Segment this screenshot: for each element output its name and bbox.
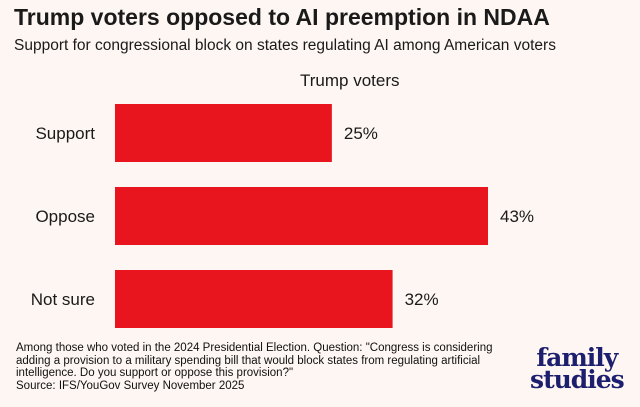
category-label: Not sure (31, 290, 95, 309)
category-label: Support (35, 124, 95, 143)
chart-title: Trump voters opposed to AI preemption in… (14, 4, 550, 30)
value-label: 32% (405, 290, 439, 309)
logo-line: family (536, 343, 618, 372)
family-studies-logo: family studies (530, 343, 625, 394)
chart-subtitle: Support for congressional block on state… (14, 37, 556, 54)
series-label: Trump voters (300, 71, 400, 90)
footnote-line: intelligence. Do you support or oppose t… (16, 367, 294, 379)
footnote-line: adding a provision to a military spendin… (16, 354, 481, 367)
category-label: Oppose (35, 207, 95, 226)
bar-oppose (115, 187, 488, 245)
logo-line: studies (530, 365, 625, 394)
value-label: 43% (500, 207, 534, 226)
footnote-line: Among those who voted in the 2024 Presid… (16, 342, 493, 354)
bar-not-sure (115, 270, 393, 328)
value-label: 25% (344, 124, 378, 143)
source-line: Source: IFS/YouGov Survey November 2025 (16, 379, 245, 392)
footnote: Among those who voted in the 2024 Presid… (16, 342, 516, 392)
bar-support (115, 104, 332, 162)
